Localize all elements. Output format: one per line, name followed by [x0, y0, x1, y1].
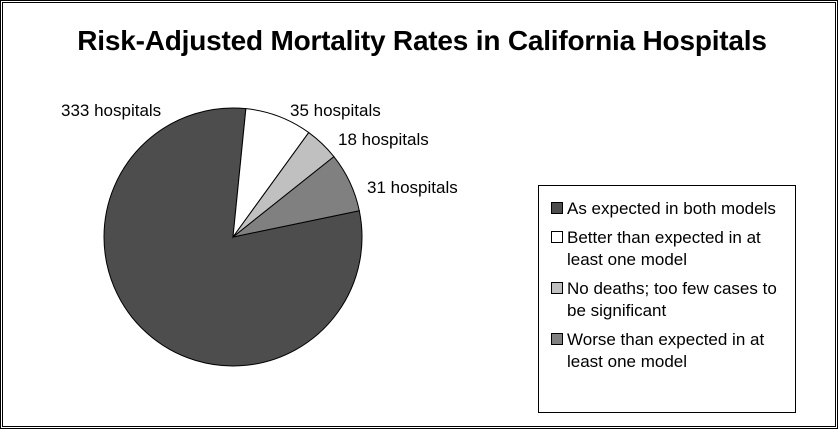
slice-label-no-deaths: 18 hospitals [338, 130, 429, 149]
legend-item-better: Better than expected in at least one mod… [547, 227, 787, 271]
legend-text: Worse than expected in at least one mode… [567, 330, 765, 371]
legend-item-worse: Worse than expected in at least one mode… [547, 329, 787, 373]
legend-swatch [551, 282, 563, 294]
legend: As expected in both models Better than e… [538, 185, 796, 413]
legend-text: No deaths; too few cases to be significa… [567, 279, 777, 320]
legend-text: Better than expected in at least one mod… [567, 228, 761, 269]
legend-item-no-deaths: No deaths; too few cases to be significa… [547, 278, 787, 322]
slice-label-worse: 31 hospitals [367, 178, 458, 197]
slice-label-as-expected: 333 hospitals [61, 101, 162, 120]
legend-swatch [551, 333, 563, 345]
pie-chart [103, 107, 363, 367]
legend-swatch [551, 231, 563, 243]
slice-label-better: 35 hospitals [290, 101, 381, 120]
chart-title: Risk-Adjusted Mortality Rates in Califor… [77, 25, 767, 56]
pie-slice-worse [232, 155, 360, 238]
legend-swatch [551, 202, 563, 214]
legend-item-as-expected: As expected in both models [547, 198, 787, 220]
legend-text: As expected in both models [567, 199, 776, 218]
